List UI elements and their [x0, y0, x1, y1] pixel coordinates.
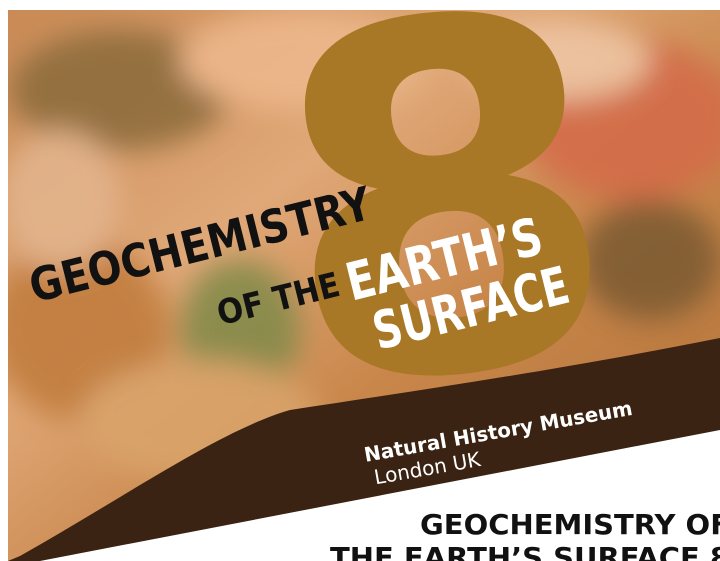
- footer-title: GEOCHEMISTRY OF: [420, 508, 720, 541]
- page: 8 GEOCHEMISTRY OF THE EARTH’S SURFACE Na…: [0, 0, 720, 561]
- poster: 8 GEOCHEMISTRY OF THE EARTH’S SURFACE Na…: [0, 0, 720, 561]
- footer-title: THE EARTH’S SURFACE 8: [330, 541, 720, 561]
